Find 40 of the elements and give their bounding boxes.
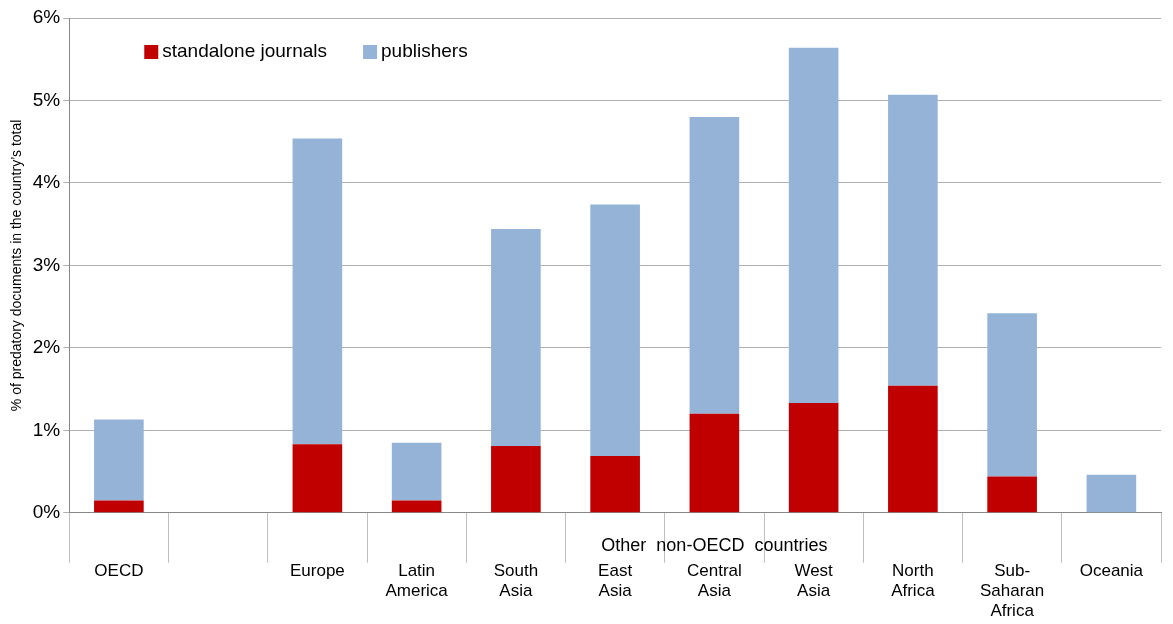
y-tick-label: 4% (32, 171, 61, 193)
text: Other non-OECD countries (601, 534, 828, 555)
bar (391, 442, 442, 501)
bar (788, 47, 839, 404)
x-tick-label: Oceania (1079, 560, 1144, 580)
x-tick-label: Central Asia (686, 560, 742, 601)
bar (987, 313, 1037, 477)
x-tick-label: Latin America (385, 560, 449, 601)
x-tick-label: Europe (289, 560, 345, 580)
x-tick-label: OECD (94, 560, 144, 580)
x-tick-label: South Asia (493, 560, 539, 601)
y-tick-label: 6% (32, 6, 61, 28)
y-tick-label: 5% (32, 88, 61, 110)
bar (94, 419, 144, 501)
bar (292, 444, 343, 513)
y-axis-title: % of predatory documents in the country’s total (8, 119, 25, 412)
bar (590, 204, 640, 456)
y-tick-label: 1% (32, 418, 61, 440)
bar (888, 385, 938, 513)
bar (590, 455, 640, 513)
y-tick-label: 0% (32, 501, 61, 523)
bar (292, 138, 343, 445)
x-tick-label: West Asia (794, 560, 834, 601)
legend-label: standalone journals (162, 40, 328, 62)
legend-label: publishers (381, 40, 468, 62)
bar (1086, 474, 1137, 513)
bar (689, 116, 740, 414)
bar (491, 446, 541, 513)
bar (94, 500, 144, 513)
bar (689, 413, 740, 513)
bar (987, 476, 1037, 513)
y-tick-label: 3% (32, 253, 61, 275)
x-tick-label: East Asia (598, 560, 633, 601)
bar (491, 229, 541, 446)
x-tick-label: Sub-Saharan Africa (979, 560, 1045, 621)
bar (888, 94, 938, 386)
bar (391, 500, 442, 513)
y-tick-label: 2% (32, 336, 61, 358)
x-tick-label: North Africa (891, 560, 936, 601)
bar (788, 403, 839, 513)
